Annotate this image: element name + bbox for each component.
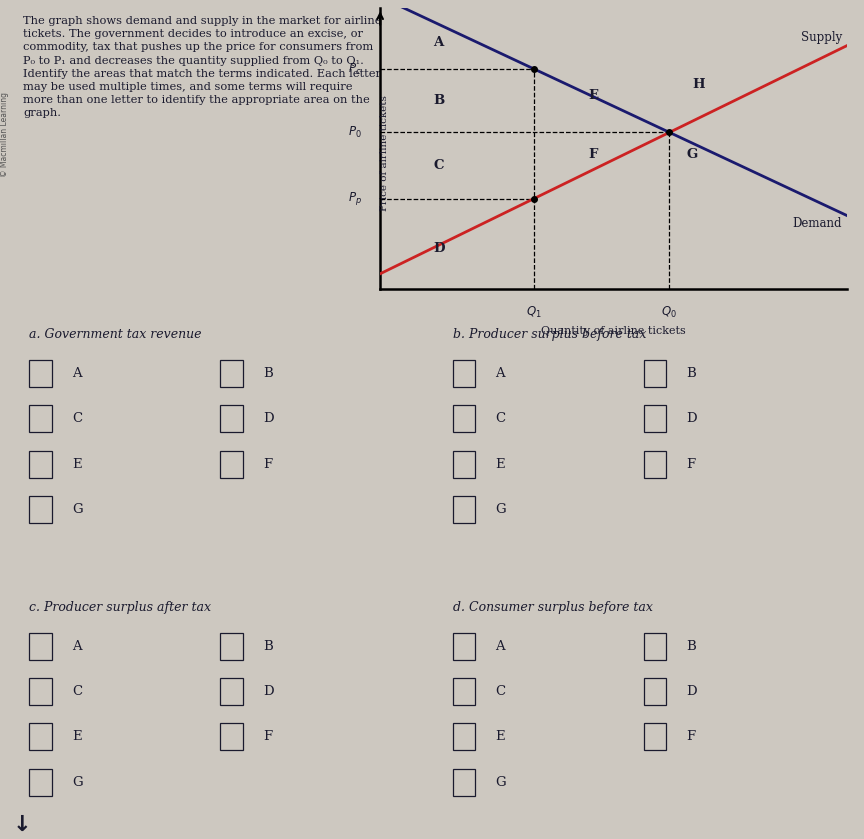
Bar — [644, 405, 666, 432]
Text: Demand: Demand — [792, 217, 842, 230]
Text: A: A — [72, 367, 82, 380]
Bar — [220, 405, 243, 432]
Text: B: B — [686, 367, 696, 380]
Bar — [29, 678, 52, 705]
Text: G: G — [687, 148, 698, 161]
Bar — [220, 360, 243, 387]
Text: F: F — [263, 457, 272, 471]
Text: $P_p$: $P_p$ — [347, 190, 361, 207]
Text: E: E — [495, 730, 505, 743]
Text: C: C — [72, 412, 82, 425]
Text: A: A — [434, 36, 444, 50]
Bar — [29, 451, 52, 477]
Bar — [220, 678, 243, 705]
Bar — [220, 633, 243, 659]
Text: a. Government tax revenue: a. Government tax revenue — [29, 328, 202, 341]
Bar — [453, 633, 475, 659]
Bar — [453, 360, 475, 387]
Text: D: D — [686, 412, 697, 425]
Text: $Q_0$: $Q_0$ — [662, 305, 677, 320]
Bar — [453, 723, 475, 750]
Bar — [29, 633, 52, 659]
Text: E: E — [72, 730, 82, 743]
Bar — [644, 451, 666, 477]
Bar — [453, 496, 475, 523]
Text: $P_c$: $P_c$ — [348, 61, 361, 76]
Text: D: D — [263, 685, 274, 698]
Text: E: E — [495, 457, 505, 471]
Text: Quantity of airline tickets: Quantity of airline tickets — [541, 326, 686, 336]
Bar — [644, 633, 666, 659]
Text: B: B — [686, 639, 696, 653]
Text: D: D — [433, 242, 444, 255]
Text: F: F — [686, 457, 696, 471]
Text: B: B — [433, 94, 444, 107]
Text: C: C — [495, 412, 505, 425]
Text: $P_0$: $P_0$ — [348, 125, 361, 140]
Bar — [453, 769, 475, 795]
Bar — [453, 451, 475, 477]
Text: E: E — [588, 89, 598, 102]
Text: A: A — [495, 639, 505, 653]
Text: d. Consumer surplus before tax: d. Consumer surplus before tax — [453, 601, 652, 614]
Text: Price of airline tickets: Price of airline tickets — [380, 95, 389, 211]
Text: A: A — [72, 639, 82, 653]
Text: ↓: ↓ — [13, 815, 32, 835]
Text: D: D — [686, 685, 697, 698]
Text: E: E — [72, 457, 82, 471]
Text: A: A — [495, 367, 505, 380]
Bar — [29, 360, 52, 387]
Bar — [453, 405, 475, 432]
Bar — [644, 723, 666, 750]
Text: © Macmillan Learning: © Macmillan Learning — [0, 91, 9, 177]
Bar — [29, 405, 52, 432]
Text: B: B — [263, 367, 273, 380]
Text: F: F — [588, 148, 598, 161]
Text: $Q_1$: $Q_1$ — [526, 305, 542, 320]
Bar — [29, 723, 52, 750]
Bar — [644, 360, 666, 387]
Bar — [29, 496, 52, 523]
Text: C: C — [495, 685, 505, 698]
Bar — [29, 769, 52, 795]
Text: D: D — [263, 412, 274, 425]
Bar — [220, 451, 243, 477]
Text: G: G — [72, 503, 83, 516]
Text: c. Producer surplus after tax: c. Producer surplus after tax — [29, 601, 212, 614]
Bar — [220, 723, 243, 750]
Text: F: F — [686, 730, 696, 743]
Text: b. Producer surplus before tax: b. Producer surplus before tax — [453, 328, 646, 341]
Text: G: G — [495, 503, 506, 516]
Text: H: H — [692, 78, 705, 91]
Text: Supply: Supply — [801, 31, 842, 44]
Bar — [644, 678, 666, 705]
Bar — [453, 678, 475, 705]
Text: C: C — [72, 685, 82, 698]
Text: C: C — [434, 159, 444, 172]
Text: The graph shows demand and supply in the market for airline
tickets. The governm: The graph shows demand and supply in the… — [23, 16, 382, 118]
Text: B: B — [263, 639, 273, 653]
Text: G: G — [72, 775, 83, 789]
Text: G: G — [495, 775, 506, 789]
Text: F: F — [263, 730, 272, 743]
